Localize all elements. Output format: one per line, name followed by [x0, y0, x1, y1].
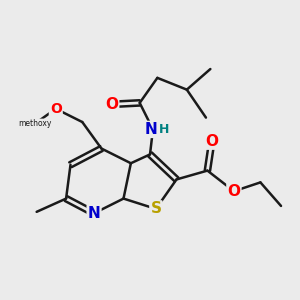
Text: N: N — [145, 122, 158, 137]
Text: O: O — [50, 102, 62, 116]
Text: O: O — [205, 134, 218, 149]
Text: S: S — [150, 201, 161, 216]
Text: N: N — [88, 206, 100, 221]
Text: O: O — [227, 184, 240, 199]
Text: H: H — [159, 123, 169, 136]
Text: methoxy: methoxy — [19, 119, 52, 128]
Text: O: O — [105, 97, 118, 112]
